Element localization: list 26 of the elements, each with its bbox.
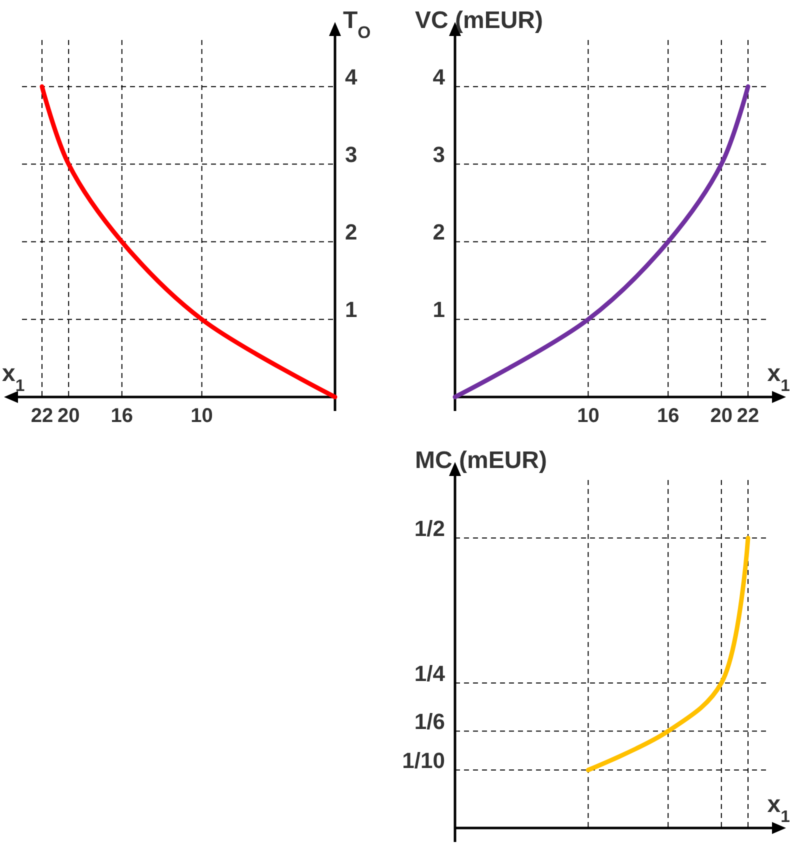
- y-tick-label: 3: [432, 142, 445, 167]
- x-tick-label: 10: [577, 405, 600, 427]
- x-axis-title: x$_{1}$: [767, 791, 790, 826]
- x-tick-label: 16: [656, 405, 680, 427]
- y-tick-label: 4: [432, 64, 446, 90]
- x-tick-label: 22: [30, 405, 54, 427]
- y-axis-title: MC (mEUR): [415, 447, 547, 474]
- x-tick-label: 20: [710, 405, 733, 427]
- y-tick-label: 1: [432, 297, 445, 322]
- y-tick-label: 1/6: [414, 708, 445, 734]
- x-axis-title: x$_{1}$: [767, 360, 790, 394]
- y-tick-label: 1/2: [414, 516, 445, 541]
- x-axis-title: x$_{1}$: [2, 360, 25, 394]
- x-tick-label: 10: [190, 405, 213, 427]
- y-axis-title: T$_{O}$: [343, 7, 371, 42]
- y-tick-label: 1/10: [402, 748, 445, 773]
- y-tick-label: 1/4: [414, 660, 446, 686]
- y-tick-label: 2: [345, 220, 358, 245]
- y-tick-label: 4: [345, 64, 358, 90]
- y-tick-label: 1: [345, 297, 358, 322]
- y-axis-title: VC (mEUR): [415, 7, 544, 34]
- x-tick-label: 16: [110, 405, 134, 427]
- y-tick-label: 2: [432, 220, 445, 245]
- y-tick-label: 3: [345, 142, 358, 167]
- x-tick-label: 20: [57, 405, 80, 427]
- x-tick-label: 22: [736, 405, 760, 427]
